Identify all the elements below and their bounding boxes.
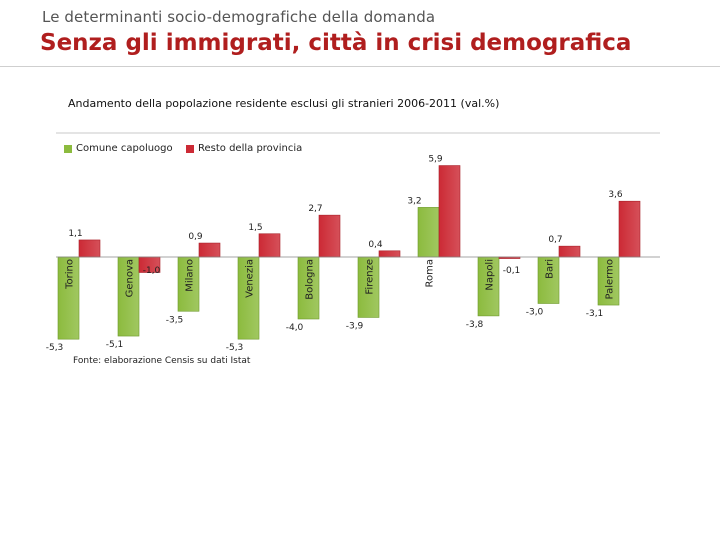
category-label-bari: Bari xyxy=(545,259,556,279)
data-label-provincia-palermo: 3,6 xyxy=(608,190,623,200)
legend-swatch-capoluogo xyxy=(64,144,72,153)
data-label-provincia-napoli: -0,1 xyxy=(503,266,521,276)
legend-label-capoluogo: Comune capoluogo xyxy=(76,143,173,154)
category-label-milano: Milano xyxy=(185,259,196,292)
data-label-capoluogo-bari: -3,0 xyxy=(526,308,544,318)
data-label-capoluogo-firenze: -3,9 xyxy=(346,321,364,331)
data-label-provincia-roma: 5,9 xyxy=(428,155,443,165)
data-label-capoluogo-milano: -3,5 xyxy=(166,315,184,325)
chart-source: Fonte: elaborazione Censis su dati Istat xyxy=(73,356,251,366)
legend-label-provincia: Resto della provincia xyxy=(198,143,303,154)
data-label-capoluogo-venezia: -5,3 xyxy=(226,343,244,353)
title-divider xyxy=(0,66,720,67)
bar-capoluogo-roma xyxy=(417,207,440,258)
chart-title: Andamento della popolazione residente es… xyxy=(68,97,500,110)
data-label-provincia-venezia: 1,5 xyxy=(248,223,262,233)
data-label-capoluogo-genova: -5,1 xyxy=(106,340,124,350)
bar-provincia-roma xyxy=(438,165,461,258)
bar-provincia-firenze xyxy=(378,250,401,258)
category-label-palermo: Palermo xyxy=(605,259,616,299)
data-label-provincia-firenze: 0,4 xyxy=(368,240,383,250)
bar-provincia-palermo xyxy=(618,200,641,258)
slide-kicker: Le determinanti socio-demografiche della… xyxy=(42,8,436,26)
legend-item-capoluogo: Comune capoluogo xyxy=(64,143,173,154)
category-label-torino: Torino xyxy=(65,259,76,290)
data-label-provincia-bari: 0,7 xyxy=(548,235,562,245)
data-label-capoluogo-bologna: -4,0 xyxy=(286,323,304,333)
slide-title: Senza gli immigrati, città in crisi demo… xyxy=(40,30,632,56)
bar-provincia-torino xyxy=(78,239,101,258)
bar-provincia-milano xyxy=(198,242,221,258)
data-label-capoluogo-palermo: -3,1 xyxy=(586,309,604,319)
category-label-venezia: Venezia xyxy=(245,259,256,298)
category-label-roma: Roma xyxy=(425,259,436,288)
data-label-provincia-milano: 0,9 xyxy=(188,232,203,242)
category-label-genova: Genova xyxy=(125,259,136,297)
bar-provincia-bari xyxy=(558,245,581,258)
data-label-provincia-genova: -1,0 xyxy=(143,266,161,276)
category-label-bologna: Bologna xyxy=(305,259,316,300)
category-label-firenze: Firenze xyxy=(365,259,376,295)
legend-item-provincia: Resto della provincia xyxy=(186,143,302,154)
data-label-provincia-torino: 1,1 xyxy=(68,229,82,239)
data-label-capoluogo-roma: 3,2 xyxy=(407,196,421,206)
bar-provincia-bologna xyxy=(318,214,341,258)
data-label-capoluogo-torino: -5,3 xyxy=(46,343,64,353)
data-label-provincia-bologna: 2,7 xyxy=(308,204,322,214)
data-label-capoluogo-napoli: -3,8 xyxy=(466,320,484,330)
legend-swatch-provincia xyxy=(186,144,194,153)
bar-provincia-venezia xyxy=(258,233,281,258)
category-label-napoli: Napoli xyxy=(485,259,496,291)
